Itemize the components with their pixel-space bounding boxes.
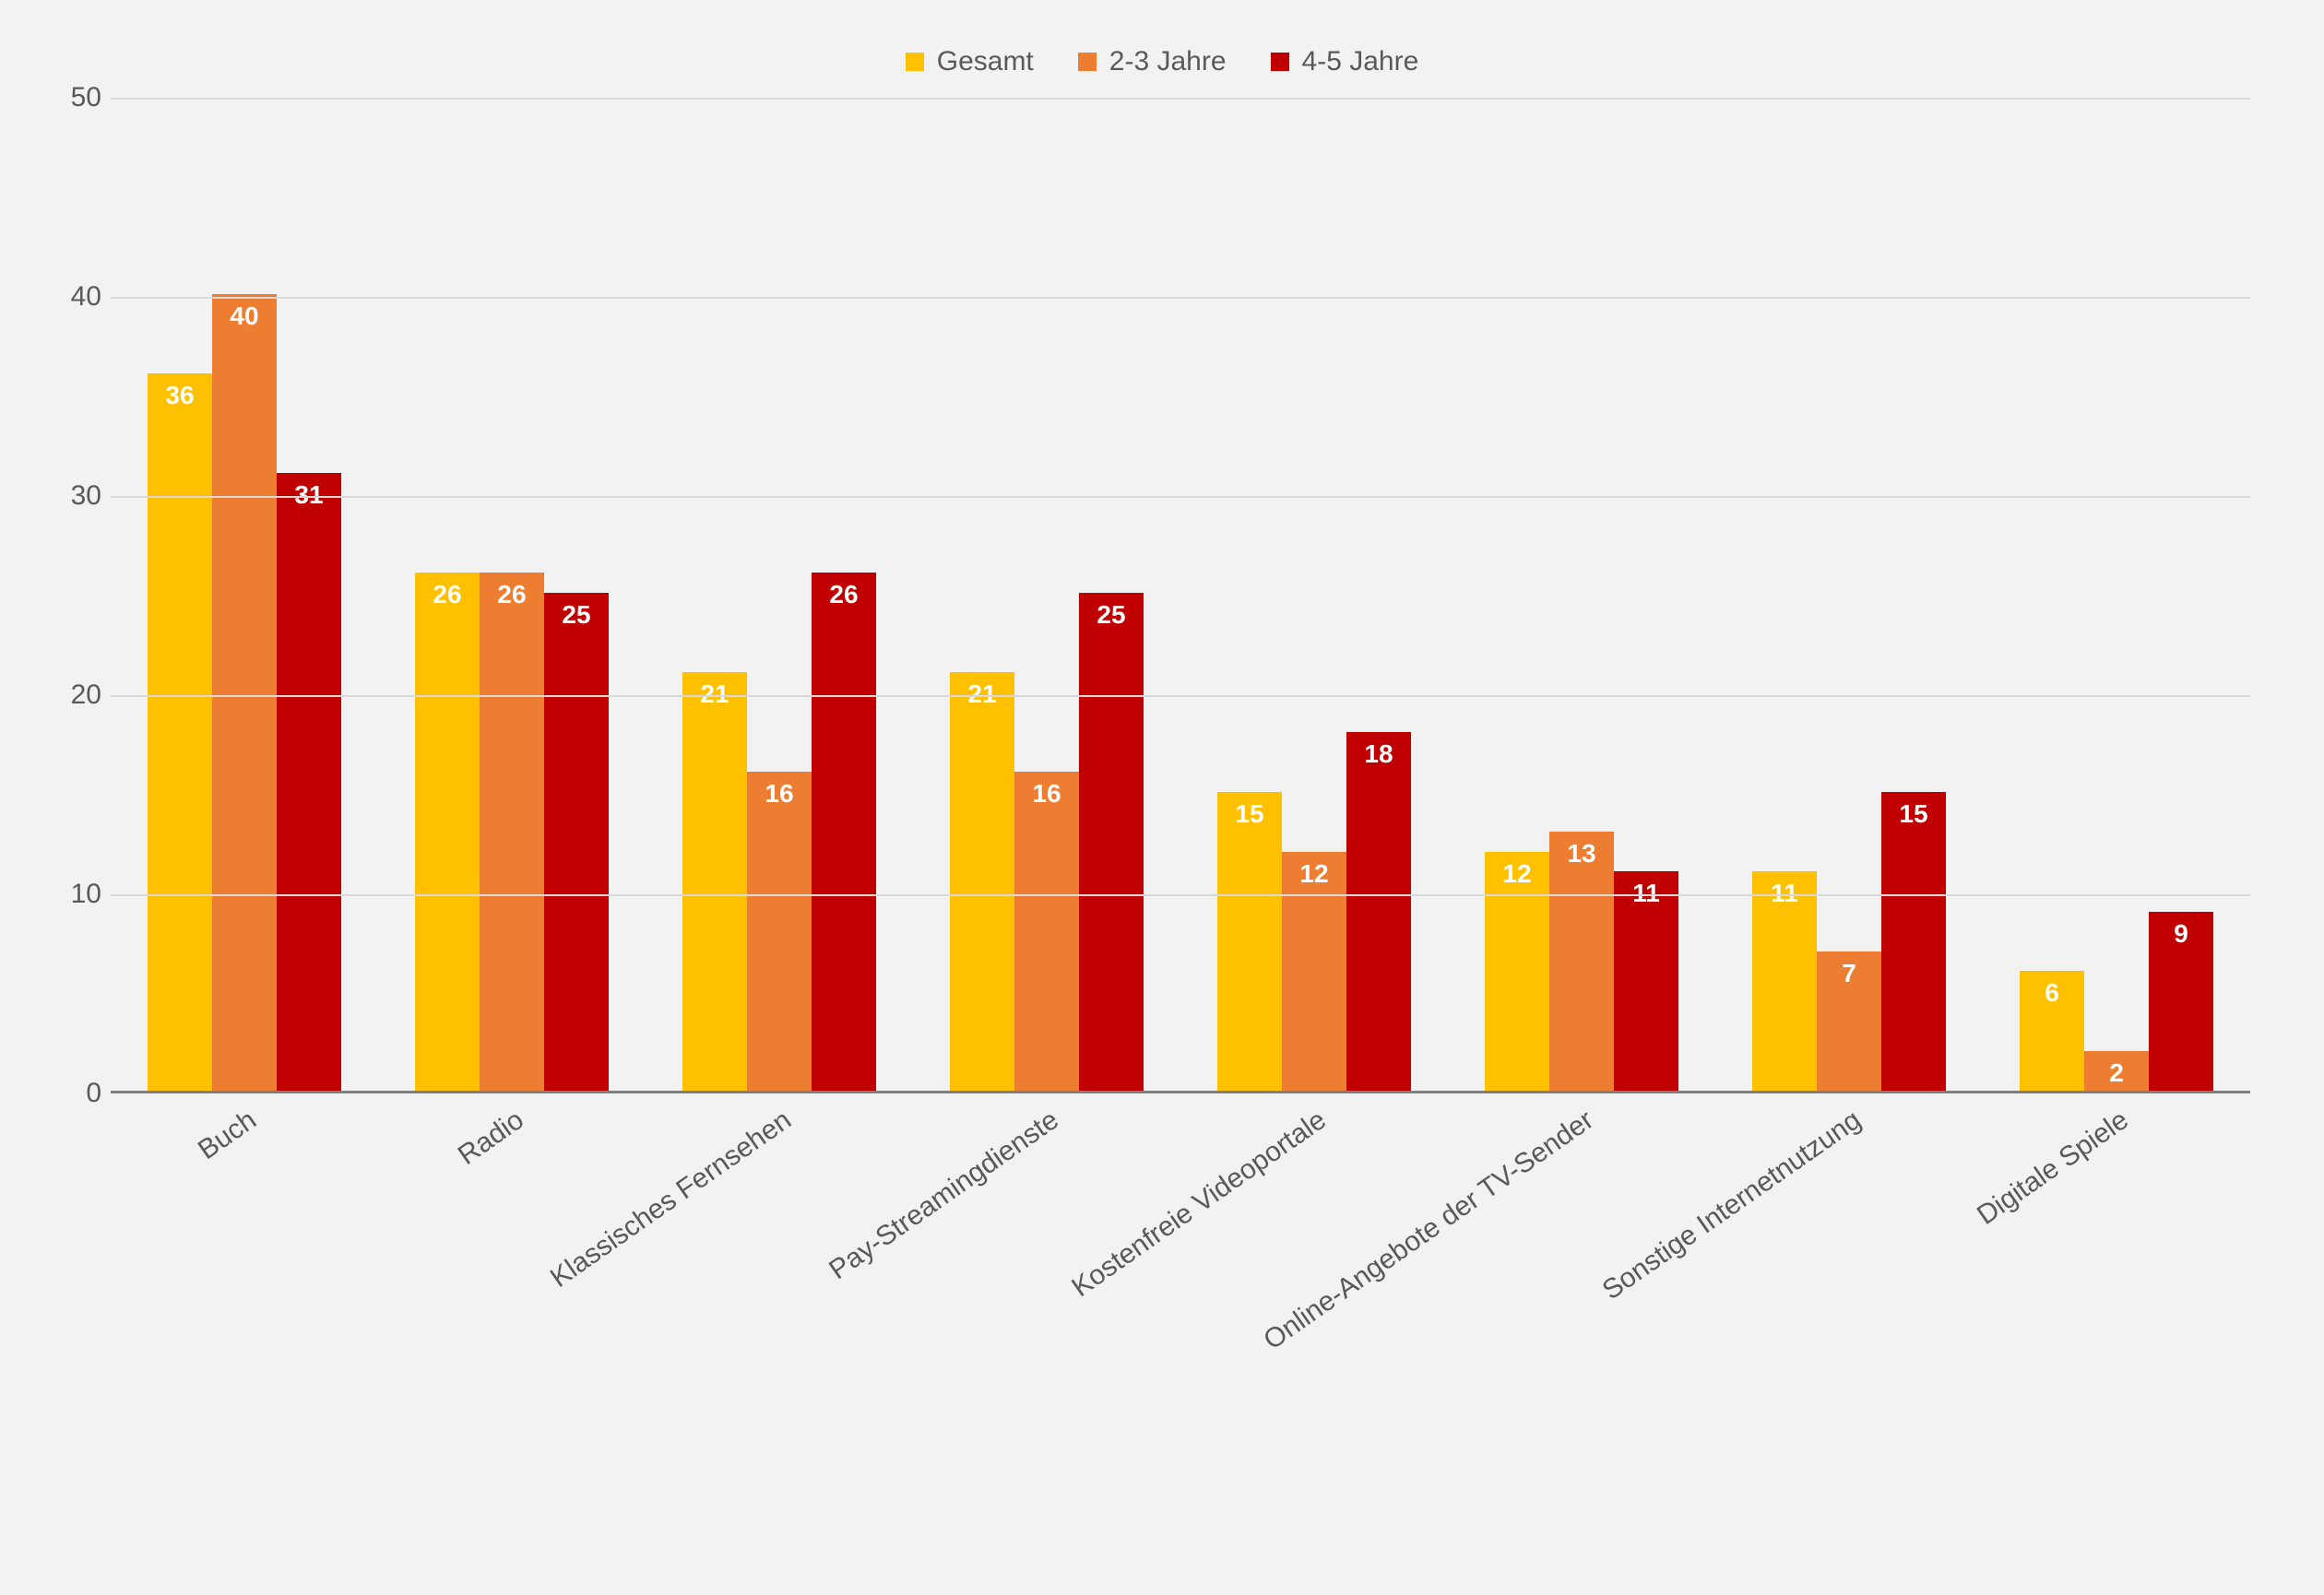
bar-value-label: 13 <box>1567 839 1595 868</box>
legend-item-4-5: 4-5 Jahre <box>1271 46 1419 77</box>
bar: 26 <box>415 573 480 1091</box>
x-axis-label: Digitale Spiele <box>1972 1105 2135 1232</box>
bar: 12 <box>1282 852 1346 1091</box>
y-tick-label: 10 <box>57 879 101 910</box>
bar: 16 <box>747 772 812 1091</box>
bar-group: 36 40 31 <box>111 98 378 1091</box>
bar-group: 26 26 25 <box>378 98 646 1091</box>
bar-value-label: 9 <box>2174 919 2188 949</box>
bar: 31 <box>277 473 341 1091</box>
bar: 13 <box>1549 832 1614 1091</box>
bar: 15 <box>1217 792 1282 1091</box>
bar: 26 <box>480 573 544 1091</box>
gridline <box>111 695 2250 697</box>
bar-value-label: 26 <box>829 580 858 609</box>
bar-group: 11 7 15 <box>1715 98 1983 1091</box>
bar-group: 21 16 25 <box>913 98 1180 1091</box>
bar-groups: 3640312626252116262116251512181213111171… <box>111 98 2250 1091</box>
bar-group: 6 2 9 <box>1983 98 2250 1091</box>
bar-value-label: 36 <box>165 381 194 410</box>
legend-swatch <box>1271 53 1289 71</box>
y-tick-label: 30 <box>57 480 101 512</box>
gridline <box>111 98 2250 100</box>
gridline <box>111 297 2250 299</box>
bar-value-label: 12 <box>1502 859 1531 889</box>
bar-value-label: 40 <box>230 301 258 331</box>
y-tick-label: 20 <box>57 679 101 711</box>
bar: 40 <box>212 294 277 1091</box>
bar-value-label: 25 <box>562 600 590 630</box>
x-axis-labels: Buch Radio Klassisches FernsehenPay-Stream… <box>111 1093 2250 1536</box>
legend-label: 4-5 Jahre <box>1302 46 1419 77</box>
y-tick-label: 50 <box>57 82 101 113</box>
x-axis-label: Buch <box>193 1105 263 1166</box>
bar-group: 12 13 11 <box>1448 98 1715 1091</box>
bar-value-label: 26 <box>497 580 526 609</box>
bar-value-label: 18 <box>1364 739 1393 769</box>
x-label-slot: Sonstige Internetnutzung <box>1715 1093 1983 1536</box>
gridline <box>111 894 2250 896</box>
legend-label: 2-3 Jahre <box>1109 46 1227 77</box>
bar: 2 <box>2084 1051 2149 1091</box>
bar: 21 <box>682 672 747 1091</box>
plot-area: 3640312626252116262116251512181213111171… <box>111 98 2250 1093</box>
x-label-slot: Digitale Spiele <box>1983 1093 2250 1536</box>
bar: 36 <box>148 373 212 1091</box>
bar: 25 <box>544 593 609 1091</box>
bar: 7 <box>1817 951 1881 1091</box>
chart-container: Gesamt 2-3 Jahre 4-5 Jahre 3640312626252… <box>0 0 2324 1595</box>
bar-value-label: 16 <box>1032 779 1061 809</box>
bar-value-label: 12 <box>1299 859 1328 889</box>
y-tick-label: 40 <box>57 281 101 313</box>
bar: 25 <box>1079 593 1144 1091</box>
bar-value-label: 26 <box>433 580 461 609</box>
x-label-slot: Online-Angebote der TV-Sender <box>1448 1093 1715 1536</box>
bar: 12 <box>1485 852 1549 1091</box>
legend-swatch <box>906 53 924 71</box>
bar-value-label: 6 <box>2045 978 2059 1008</box>
x-label-slot: Buch <box>111 1093 378 1536</box>
bar-value-label: 15 <box>1235 799 1263 829</box>
bar: 6 <box>2020 971 2084 1091</box>
bar: 11 <box>1752 871 1817 1091</box>
bar: 21 <box>950 672 1014 1091</box>
legend-swatch <box>1078 53 1097 71</box>
bar: 16 <box>1014 772 1079 1091</box>
bar: 18 <box>1346 732 1411 1091</box>
legend: Gesamt 2-3 Jahre 4-5 Jahre <box>55 37 2269 98</box>
bar-value-label: 25 <box>1097 600 1125 630</box>
legend-item-gesamt: Gesamt <box>906 46 1034 77</box>
bar-group: 21 16 26 <box>646 98 913 1091</box>
bar-value-label: 15 <box>1899 799 1927 829</box>
bar-value-label: 2 <box>2109 1058 2124 1088</box>
x-label-slot: Radio <box>378 1093 646 1536</box>
gridline <box>111 496 2250 498</box>
x-label-slot: Pay-Streamingdienste <box>913 1093 1180 1536</box>
x-label-slot: Klassisches Fernsehen <box>646 1093 913 1536</box>
bar: 26 <box>812 573 876 1091</box>
x-axis-label: Radio <box>453 1105 530 1172</box>
bar-value-label: 16 <box>765 779 793 809</box>
bar: 11 <box>1614 871 1678 1091</box>
bar: 15 <box>1881 792 1946 1091</box>
legend-item-2-3: 2-3 Jahre <box>1078 46 1227 77</box>
bar: 9 <box>2149 912 2213 1091</box>
y-tick-label: 0 <box>57 1078 101 1109</box>
bar-value-label: 7 <box>1842 959 1856 988</box>
bar-group: 15 12 18 <box>1180 98 1448 1091</box>
legend-label: Gesamt <box>937 46 1034 77</box>
